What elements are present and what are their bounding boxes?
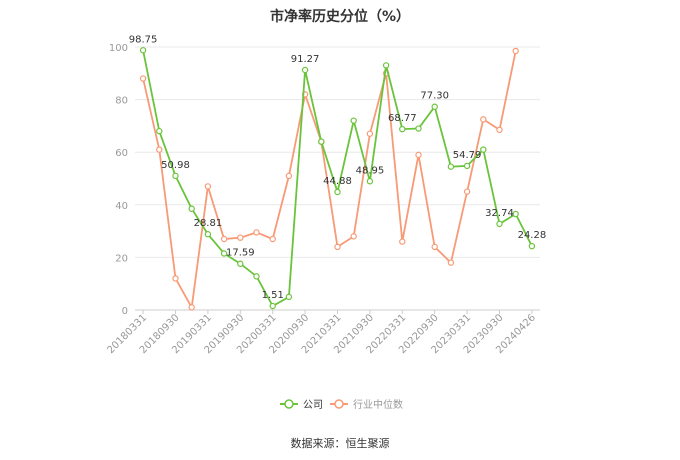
data-point xyxy=(350,233,357,240)
data-point xyxy=(496,220,503,228)
data-label: 28.81 xyxy=(194,218,223,229)
data-label: 48.95 xyxy=(356,165,385,176)
chart-title: 市净率历史分位（%） xyxy=(269,9,411,25)
data-point xyxy=(431,243,438,251)
data-point xyxy=(415,151,422,159)
data-point xyxy=(269,302,276,310)
data-point xyxy=(269,235,276,243)
data-point xyxy=(188,304,195,311)
data-point xyxy=(220,250,228,257)
data-point xyxy=(204,231,212,238)
data-point xyxy=(301,66,309,74)
data-point xyxy=(253,229,260,236)
data-label: 44.88 xyxy=(323,176,352,187)
legend: 公司 行业中位数 xyxy=(280,398,403,411)
data-label: 98.75 xyxy=(129,34,158,45)
series-line xyxy=(142,50,517,311)
data-point xyxy=(156,127,163,135)
y-tick-label: 100 xyxy=(109,43,128,54)
data-point xyxy=(496,126,503,134)
data-point xyxy=(463,188,471,195)
data-point xyxy=(382,62,390,69)
legend-label: 行业中位数 xyxy=(353,398,403,411)
data-point xyxy=(172,172,179,180)
data-point xyxy=(528,242,536,250)
data-label: 91.27 xyxy=(291,54,320,65)
data-point xyxy=(172,275,179,282)
data-point xyxy=(366,130,374,137)
y-tick-label: 40 xyxy=(115,201,128,212)
data-label: 77.30 xyxy=(420,91,449,102)
data-point xyxy=(237,260,244,267)
data-point xyxy=(334,188,341,196)
data-point xyxy=(415,125,422,132)
legend-item-company: 公司 xyxy=(280,399,323,411)
data-point xyxy=(447,163,455,170)
data-point xyxy=(334,243,341,251)
data-point xyxy=(463,162,471,170)
y-tick-label: 60 xyxy=(115,148,128,159)
series-company: 98.75 50.98 28.81 17.59 1.51 91.27 44.88 48.95 6… xyxy=(129,34,547,310)
data-source: 数据来源：恒生聚源 xyxy=(290,437,390,450)
data-point xyxy=(447,259,455,266)
data-point xyxy=(237,234,244,241)
data-point xyxy=(139,75,147,82)
data-point xyxy=(350,117,357,124)
data-point xyxy=(399,125,406,133)
data-point xyxy=(285,293,293,301)
data-point xyxy=(139,47,147,54)
data-label: 24.28 xyxy=(518,230,547,241)
legend-label: 公司 xyxy=(303,400,323,411)
data-point xyxy=(220,235,228,243)
data-label: 32.74 xyxy=(485,208,514,219)
y-tick-label: 20 xyxy=(115,253,128,264)
data-point xyxy=(512,210,519,218)
data-point xyxy=(431,103,438,110)
legend-marker xyxy=(334,399,344,409)
data-point xyxy=(285,172,293,180)
data-point xyxy=(188,205,195,212)
data-point xyxy=(156,146,163,153)
data-point xyxy=(366,178,374,185)
data-point xyxy=(512,47,519,55)
data-point xyxy=(318,138,325,145)
data-label: 68.77 xyxy=(388,113,417,124)
data-label: 54.79 xyxy=(453,150,482,161)
data-point xyxy=(399,238,406,245)
data-point xyxy=(204,183,212,190)
legend-marker xyxy=(284,399,294,409)
y-tick-label: 80 xyxy=(115,96,128,107)
data-point xyxy=(480,146,487,153)
data-label: 17.59 xyxy=(226,248,255,259)
data-point xyxy=(253,273,260,280)
y-tick-label: 0 xyxy=(122,306,128,317)
data-point xyxy=(480,116,487,123)
data-label: 1.51 xyxy=(262,290,284,301)
legend-item-industry: 行业中位数 xyxy=(330,398,403,411)
data-label: 50.98 xyxy=(161,160,190,171)
